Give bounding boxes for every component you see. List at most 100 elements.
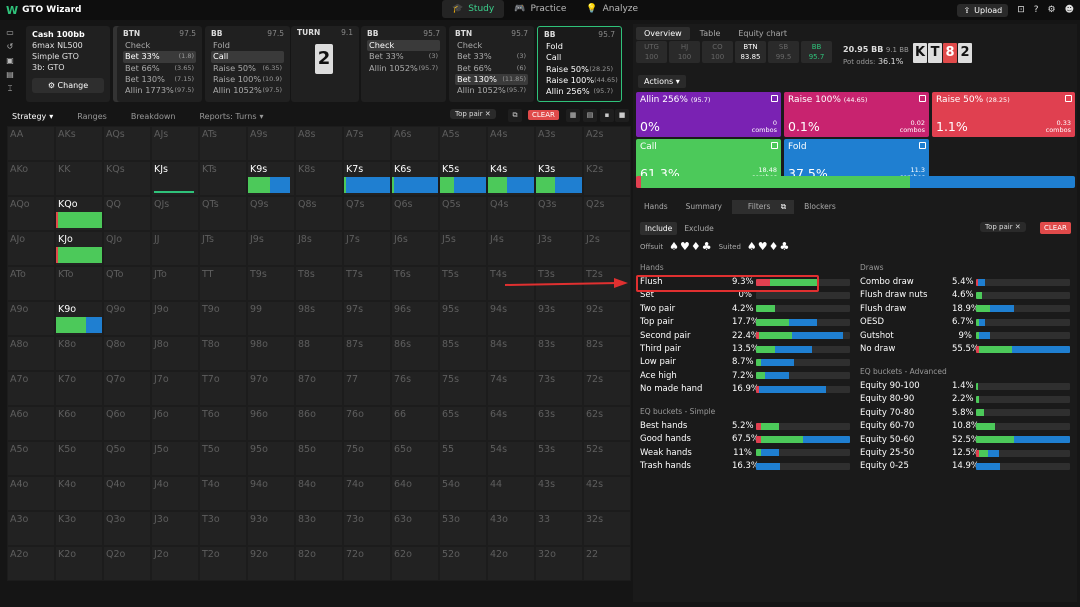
hand-cell-A7s[interactable]: A7s [343, 126, 391, 161]
hand-cell-99[interactable]: 99 [247, 301, 295, 336]
save-icon[interactable]: ▣ [6, 56, 14, 65]
hand-cell-83s[interactable]: 83s [535, 336, 583, 371]
hand-cell-QQ[interactable]: QQ [103, 196, 151, 231]
hand-cell-84s[interactable]: 84s [487, 336, 535, 371]
hand-cell-ATo[interactable]: ATo [7, 266, 55, 301]
hand-cell-K4s[interactable]: K4s [487, 161, 535, 196]
filter-row-equity-90-100[interactable]: Equity 90-100 1.4% [860, 380, 1070, 392]
hand-cell-K9s[interactable]: K9s [247, 161, 295, 196]
action-option[interactable]: Call [211, 51, 284, 63]
action-option[interactable]: Bet 33% (3) [367, 51, 440, 62]
turn-card[interactable]: 2 [315, 44, 333, 74]
hand-cell-52s[interactable]: 52s [583, 441, 631, 476]
grid-clear-button[interactable]: CLEAR [528, 110, 559, 120]
filter-chip[interactable]: Top pair ✕ [450, 109, 496, 119]
hand-cell-J3o[interactable]: J3o [151, 511, 199, 546]
hand-cell-K3o[interactable]: K3o [55, 511, 103, 546]
hand-cell-A5o[interactable]: A5o [7, 441, 55, 476]
hand-cell-K6o[interactable]: K6o [55, 406, 103, 441]
nav-analyze-tab[interactable]: 💡 Analyze [576, 0, 648, 18]
hand-cell-96o[interactable]: 96o [247, 406, 295, 441]
hand-cell-K5o[interactable]: K5o [55, 441, 103, 476]
hand-cell-KTs[interactable]: KTs [199, 161, 247, 196]
action-option[interactable]: Bet 66% (3.65) [123, 63, 196, 74]
hand-cell-73o[interactable]: 73o [343, 511, 391, 546]
hand-cell-75s[interactable]: 75s [439, 371, 487, 406]
view-compact-icon[interactable]: ▪ [600, 109, 614, 122]
hand-cell-92s[interactable]: 92s [583, 301, 631, 336]
hand-cell-J7s[interactable]: J7s [343, 231, 391, 266]
filter-chip-right[interactable]: Top pair ✕ [980, 222, 1026, 232]
hand-cell-65s[interactable]: 65s [439, 406, 487, 441]
tab-filters[interactable]: Filters ⧉ [731, 200, 795, 214]
hand-cell-Q6o[interactable]: Q6o [103, 406, 151, 441]
tab-summary[interactable]: Summary [685, 202, 722, 211]
hand-cell-A3s[interactable]: A3s [535, 126, 583, 161]
hand-cell-KK[interactable]: KK [55, 161, 103, 196]
action-option[interactable]: Check [123, 40, 196, 51]
hand-cell-87o[interactable]: 87o [295, 371, 343, 406]
hand-cell-63s[interactable]: 63s [535, 406, 583, 441]
hand-cell-J9o[interactable]: J9o [151, 301, 199, 336]
hand-cell-J4o[interactable]: J4o [151, 476, 199, 511]
hand-cell-Q5o[interactable]: Q5o [103, 441, 151, 476]
hand-cell-K7o[interactable]: K7o [55, 371, 103, 406]
hand-cell-K2o[interactable]: K2o [55, 546, 103, 581]
hand-cell-A4o[interactable]: A4o [7, 476, 55, 511]
tree-icon[interactable]: ⌶ [7, 84, 13, 93]
hand-cell-62o[interactable]: 62o [391, 546, 439, 581]
hand-cell-T6s[interactable]: T6s [391, 266, 439, 301]
hand-cell-73s[interactable]: 73s [535, 371, 583, 406]
position-hj[interactable]: HJ 100 [669, 41, 700, 63]
filter-row-flush-draw-nuts[interactable]: Flush draw nuts 4.6% [860, 289, 1070, 301]
hand-cell-77[interactable]: 77 [343, 371, 391, 406]
hand-cell-T4s[interactable]: T4s [487, 266, 535, 301]
bookmark-icon[interactable]: ▭ [6, 28, 14, 37]
hand-cell-54o[interactable]: 54o [439, 476, 487, 511]
filter-row-top-pair[interactable]: Top pair 17.7% [640, 316, 850, 328]
hand-cell-KQs[interactable]: KQs [103, 161, 151, 196]
hand-cell-Q9o[interactable]: Q9o [103, 301, 151, 336]
nav-practice-tab[interactable]: 🎮 Practice [504, 0, 576, 18]
include-toggle[interactable]: Include [640, 222, 678, 235]
action-option[interactable]: Raise 100% (10.9) [211, 74, 284, 85]
nav-study-tab[interactable]: 🎓 Study [442, 0, 505, 18]
filter-row-best-hands[interactable]: Best hands 5.2% [640, 420, 850, 432]
hand-cell-T8s[interactable]: T8s [295, 266, 343, 301]
hand-cell-T5s[interactable]: T5s [439, 266, 487, 301]
strategy-tile-allin-256-[interactable]: Allin 256% (95.7) 0% 0 combos [636, 92, 781, 137]
hand-cell-J2o[interactable]: J2o [151, 546, 199, 581]
hand-cell-94s[interactable]: 94s [487, 301, 535, 336]
hand-cell-T9o[interactable]: T9o [199, 301, 247, 336]
filter-row-two-pair[interactable]: Two pair 4.2% [640, 303, 850, 315]
hand-cell-Q2o[interactable]: Q2o [103, 546, 151, 581]
strategy-tile-raise-50-[interactable]: Raise 50% (28.25) 1.1% 0.33 combos [932, 92, 1075, 137]
hand-cell-A6o[interactable]: A6o [7, 406, 55, 441]
hand-cell-QTs[interactable]: QTs [199, 196, 247, 231]
hand-cell-75o[interactable]: 75o [343, 441, 391, 476]
capture-icon[interactable]: ⊡ [1017, 5, 1025, 15]
hand-cell-Q7o[interactable]: Q7o [103, 371, 151, 406]
hand-cell-76o[interactable]: 76o [343, 406, 391, 441]
position-utg[interactable]: UTG 100 [636, 41, 667, 63]
action-option[interactable]: Fold [544, 41, 615, 52]
action-option[interactable]: Bet 130% (11.85) [455, 73, 528, 86]
action-card-2[interactable]: BB 95.7 Check Bet 33% (3) Allin 1052% (95.7) [361, 26, 446, 102]
hand-cell-ATs[interactable]: ATs [199, 126, 247, 161]
filter-row-gutshot[interactable]: Gutshot 9% [860, 330, 1070, 342]
hand-cell-T5o[interactable]: T5o [199, 441, 247, 476]
tab-strategy[interactable]: Strategy ▾ [12, 111, 54, 121]
hand-cell-76s[interactable]: 76s [391, 371, 439, 406]
print-icon[interactable]: ▤ [6, 70, 14, 79]
action-option[interactable]: Allin 1773% (97.5) [123, 85, 196, 96]
hand-cell-Q9s[interactable]: Q9s [247, 196, 295, 231]
action-option[interactable]: Check [455, 40, 528, 51]
hand-cell-85s[interactable]: 85s [439, 336, 487, 371]
hand-cell-72s[interactable]: 72s [583, 371, 631, 406]
filter-row-good-hands[interactable]: Good hands 67.5% [640, 433, 850, 445]
filter-row-equity-80-90[interactable]: Equity 80-90 2.2% [860, 393, 1070, 405]
hand-cell-33[interactable]: 33 [535, 511, 583, 546]
hand-cell-66[interactable]: 66 [391, 406, 439, 441]
hand-cell-43o[interactable]: 43o [487, 511, 535, 546]
hand-cell-83o[interactable]: 83o [295, 511, 343, 546]
